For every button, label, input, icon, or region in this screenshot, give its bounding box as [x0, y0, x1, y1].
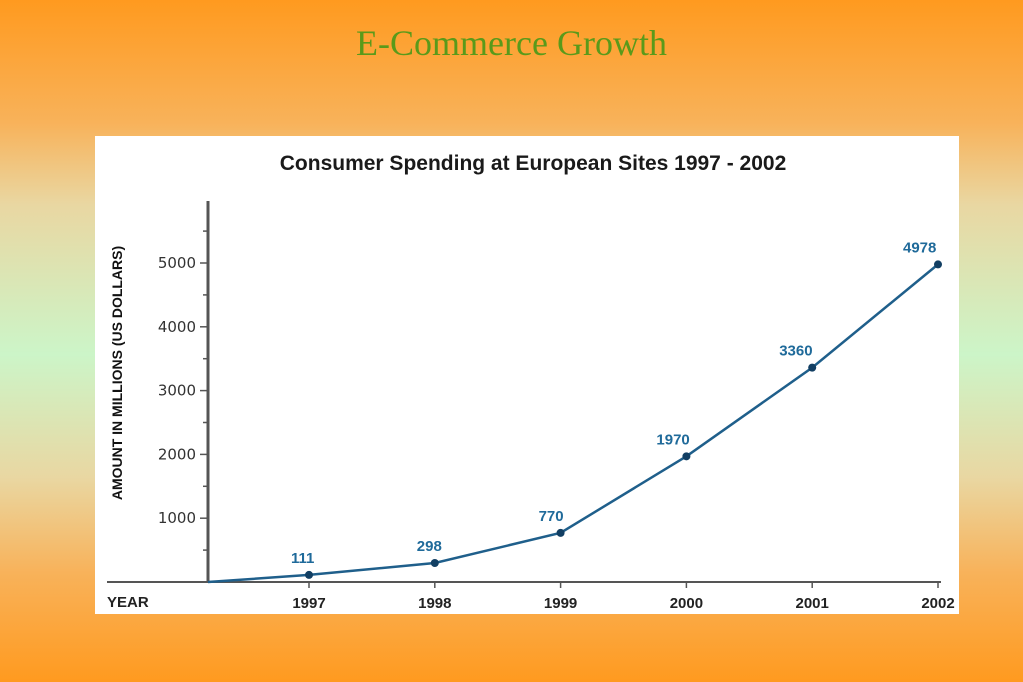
x-tick-label: 1999	[544, 595, 577, 612]
x-tick-label: 1997	[292, 595, 325, 612]
data-label: 298	[417, 538, 442, 555]
data-label: 770	[539, 508, 564, 525]
x-tick-label: 2002	[921, 595, 954, 612]
data-label: 1970	[656, 431, 689, 448]
x-tick-label: 2000	[670, 595, 703, 612]
x-axis-label: YEAR	[107, 594, 149, 611]
data-label: 3360	[779, 343, 812, 360]
y-tick-label: 4000	[158, 318, 196, 336]
data-label: 4978	[903, 239, 936, 256]
data-point	[305, 570, 313, 579]
slide-title: E-Commerce Growth	[356, 23, 667, 63]
chart-panel: Consumer Spending at European Sites 1997…	[95, 136, 959, 614]
y-tick-label: 5000	[158, 254, 196, 272]
y-tick-label: 2000	[158, 445, 196, 463]
series-line	[207, 263, 939, 584]
data-label: 111	[291, 550, 314, 567]
data-point	[808, 363, 817, 372]
y-tick-label: 3000	[158, 382, 196, 400]
line-chart: Consumer Spending at European Sites 1997…	[107, 152, 955, 612]
chart-title: Consumer Spending at European Sites 1997…	[280, 152, 787, 175]
data-point	[934, 260, 942, 269]
x-tick-label: 1998	[418, 595, 451, 612]
y-tick-label: 1000	[158, 509, 196, 527]
data-point	[430, 558, 439, 567]
data-point	[556, 528, 565, 537]
data-point	[682, 452, 691, 461]
y-axis-label: AMOUNT IN MILLIONS (US DOLLARS)	[109, 246, 125, 500]
x-tick-label: 2001	[796, 595, 829, 612]
